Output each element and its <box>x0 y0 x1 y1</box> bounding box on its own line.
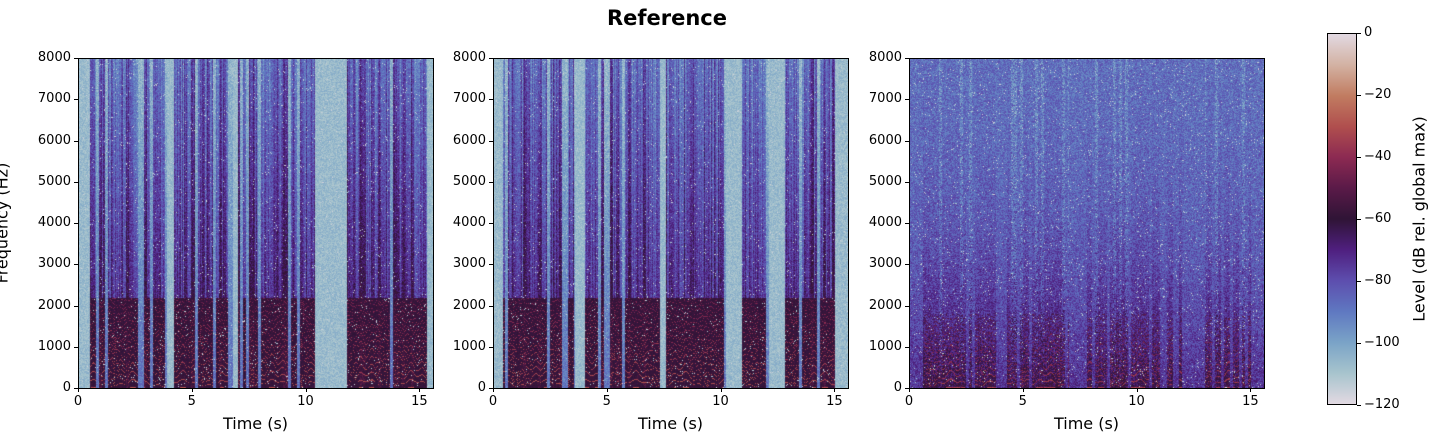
y-tick-label: 5000 <box>868 173 902 189</box>
x-tick-label: 5 <box>602 394 611 409</box>
x-tick-label: 15 <box>826 394 843 409</box>
y-tick-label: 4000 <box>868 215 902 230</box>
spectrogram-image-1 <box>78 58 433 388</box>
y-tick-label: 7000 <box>37 91 71 107</box>
colorbar: 0 −20 −40 −60 −80 −100 −120 <box>1327 25 1400 412</box>
y-tick-label: 4000 <box>452 215 486 230</box>
y-tick-label: 1000 <box>37 338 71 354</box>
x-tick-label: 15 <box>411 394 428 409</box>
y-tick-label: 3000 <box>37 256 71 272</box>
spectrogram-panel-2: 0 1000 2000 3000 4000 5000 6000 7000 8000 0 5 10 15… <box>453 50 849 433</box>
x-tick-label: 15 <box>1242 394 1259 409</box>
colorbar-gradient <box>1327 33 1357 405</box>
y-tick-label: 5000 <box>37 173 71 189</box>
x-axis-label: Time (s) <box>222 414 289 433</box>
y-tick-label: 3000 <box>868 256 902 272</box>
y-tick-label: 5000 <box>452 173 486 189</box>
y-tick-label: 7000 <box>452 91 486 107</box>
x-axis-label: Time (s) <box>1053 414 1120 433</box>
figure-title: Reference <box>606 6 728 30</box>
spectrogram-image-2 <box>493 58 848 388</box>
x-tick-label: 5 <box>187 394 196 409</box>
y-tick-label: 0 <box>62 380 71 395</box>
y-tick-label: 6000 <box>37 132 71 148</box>
y-tick-label: 8000 <box>868 50 902 65</box>
colorbar-tick-label: 0 <box>1364 25 1373 40</box>
spectrogram-image-3 <box>909 58 1264 388</box>
y-tick-label: 1000 <box>452 338 486 354</box>
y-tick-label: 3000 <box>452 256 486 272</box>
x-tick-label: 0 <box>904 394 914 409</box>
y-tick-label: 0 <box>893 380 902 395</box>
y-tick-label: 0 <box>477 380 486 395</box>
y-tick-label: 6000 <box>868 132 902 148</box>
x-tick-label: 10 <box>1128 394 1145 409</box>
y-tick-label: 7000 <box>868 91 902 107</box>
y-tick-label: 8000 <box>37 50 71 65</box>
colorbar-tick-label: −20 <box>1364 87 1392 102</box>
y-tick-label: 2000 <box>37 297 71 313</box>
spectrogram-panel-1: 0 1000 2000 3000 4000 5000 6000 7000 8000 0 5 10 15… <box>0 50 434 433</box>
y-tick-label: 2000 <box>868 297 902 313</box>
x-axis-label: Time (s) <box>637 414 704 433</box>
y-tick-label: 8000 <box>452 50 486 65</box>
y-tick-label: 4000 <box>37 215 71 230</box>
x-tick-label: 10 <box>712 394 729 409</box>
x-tick-label: 0 <box>73 394 83 409</box>
spectrogram-panel-3: 0 1000 2000 3000 4000 5000 6000 7000 8000 0 5 10 15… <box>869 50 1265 433</box>
colorbar-tick-label: −60 <box>1364 211 1392 226</box>
y-tick-label: 1000 <box>868 338 902 354</box>
colorbar-tick-label: −120 <box>1364 397 1400 412</box>
y-tick-label: 2000 <box>452 297 486 313</box>
colorbar-tick-label: −40 <box>1364 149 1392 164</box>
y-tick-label: 6000 <box>452 132 486 148</box>
x-tick-label: 5 <box>1018 394 1027 409</box>
x-tick-label: 10 <box>297 394 314 409</box>
x-tick-label: 0 <box>488 394 498 409</box>
colorbar-tick-label: −100 <box>1364 335 1400 350</box>
colorbar-tick-label: −80 <box>1364 273 1392 288</box>
